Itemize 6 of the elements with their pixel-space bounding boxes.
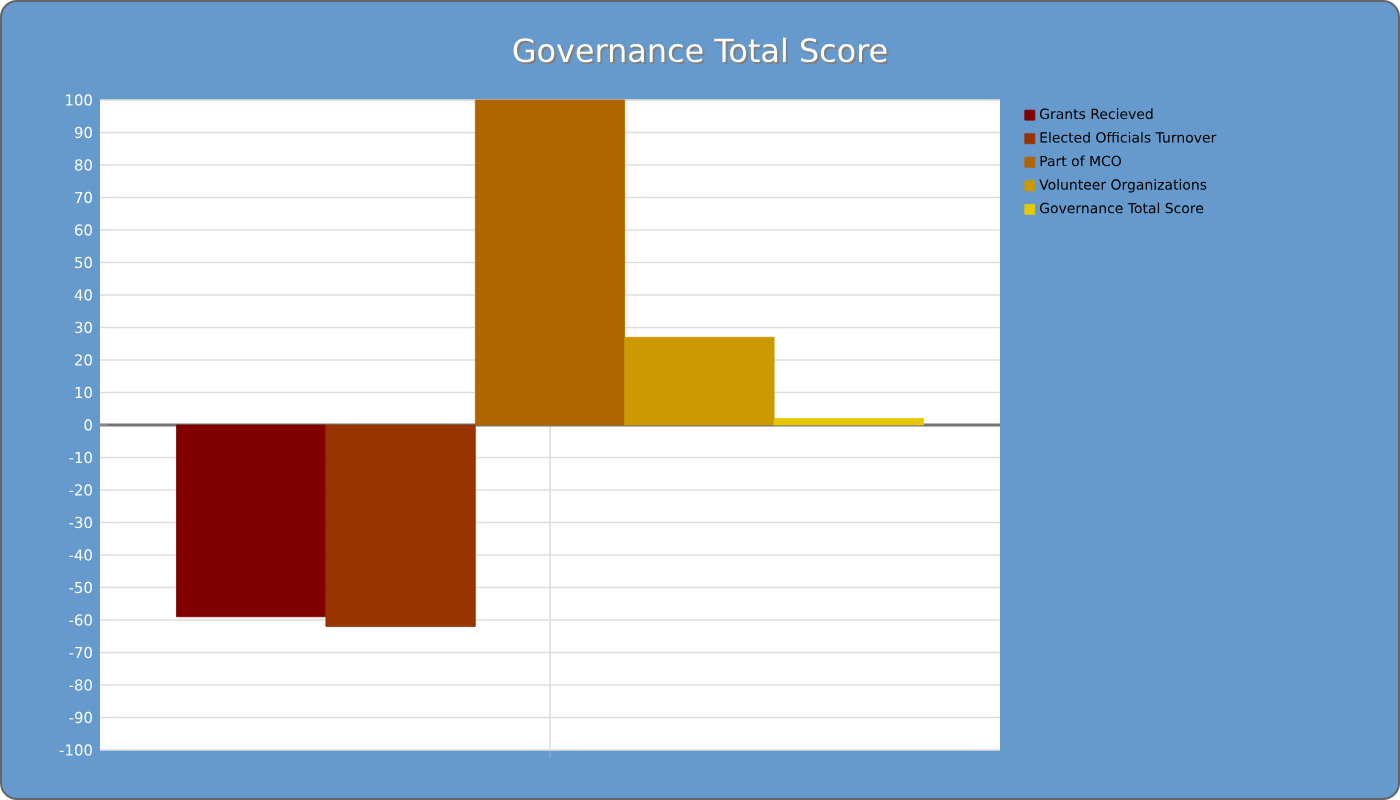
bar [773,418,924,426]
bar [624,336,775,426]
chart-title: Governance Total Score [515,39,889,65]
bar [176,424,327,618]
bar [474,99,626,426]
bar [325,424,476,627]
